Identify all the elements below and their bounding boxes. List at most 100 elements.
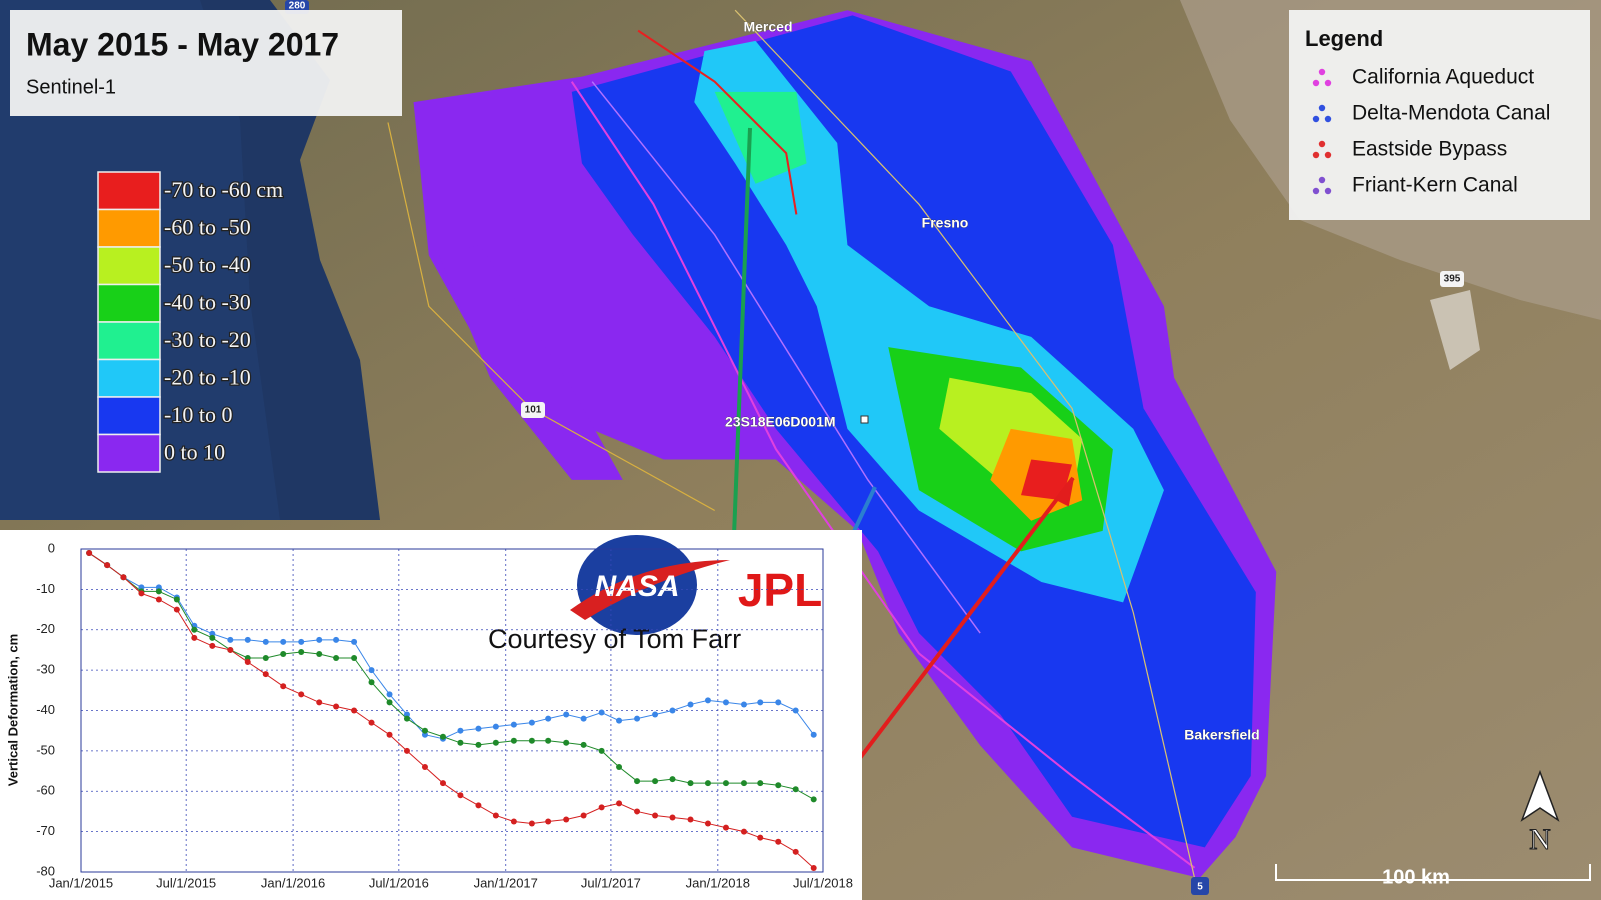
- data-point: [704, 697, 711, 704]
- shield: 280: [289, 1, 306, 12]
- data-point: [580, 812, 587, 819]
- data-point: [528, 737, 535, 744]
- data-point: [598, 804, 605, 811]
- y-tick-label: -50: [36, 742, 55, 757]
- data-point: [810, 796, 817, 803]
- data-point: [262, 671, 269, 678]
- data-point: [333, 703, 340, 710]
- scale-bar-label: 100 km: [1382, 866, 1450, 888]
- data-point: [687, 701, 694, 708]
- data-point: [403, 747, 410, 754]
- data-point: [616, 717, 623, 724]
- scale-label: -50 to -40: [164, 252, 251, 277]
- north-label: N: [1529, 823, 1551, 856]
- data-point: [492, 812, 499, 819]
- data-point: [155, 588, 162, 595]
- shield: 5: [1197, 882, 1203, 893]
- jpl-text: JPL: [738, 564, 822, 616]
- data-point: [244, 636, 251, 643]
- data-point: [173, 606, 180, 613]
- data-point: [244, 659, 251, 666]
- data-point: [298, 691, 305, 698]
- data-point: [722, 699, 729, 706]
- data-point: [757, 780, 764, 787]
- data-point: [616, 764, 623, 771]
- data-point: [510, 818, 517, 825]
- data-point: [652, 812, 659, 819]
- data-point: [316, 650, 323, 657]
- data-point: [439, 780, 446, 787]
- scale-label: 0 to 10: [164, 440, 225, 465]
- y-tick-label: -10: [36, 581, 55, 596]
- x-tick-label: Jul/1/2016: [369, 875, 429, 890]
- data-point: [280, 638, 287, 645]
- data-point: [563, 739, 570, 746]
- data-point: [386, 691, 393, 698]
- data-point: [155, 596, 162, 603]
- data-point: [652, 778, 659, 785]
- title-box: May 2015 - May 2017 Sentinel-1: [10, 10, 402, 116]
- data-point: [510, 721, 517, 728]
- legend-dot: [1312, 79, 1320, 87]
- credit: Courtesy of Tom Farr: [488, 624, 741, 654]
- data-point: [316, 699, 323, 706]
- legend-dot: [1324, 115, 1332, 123]
- data-point: [792, 848, 799, 855]
- data-point: [616, 800, 623, 807]
- data-point: [280, 683, 287, 690]
- legend-label: Eastside Bypass: [1352, 138, 1507, 161]
- data-point: [722, 780, 729, 787]
- data-point: [528, 719, 535, 726]
- data-point: [634, 715, 641, 722]
- data-point: [475, 802, 482, 809]
- map-subtitle: Sentinel-1: [26, 76, 116, 98]
- shield: 101: [525, 405, 542, 416]
- place-label: Merced: [743, 19, 792, 35]
- scale-label: -40 to -30: [164, 290, 251, 315]
- data-point: [634, 778, 641, 785]
- color-scale: -70 to -60 cm -60 to -50 -50 to -40 -40 to …: [97, 171, 284, 473]
- y-tick-label: 0: [48, 540, 55, 555]
- legend-icon: [1312, 176, 1332, 195]
- scale-label: -30 to -20: [164, 327, 251, 352]
- data-point: [563, 816, 570, 823]
- data-point: [191, 626, 198, 633]
- place-label: Bakersfield: [1184, 727, 1259, 743]
- data-point: [687, 780, 694, 787]
- y-tick-label: -20: [36, 621, 55, 636]
- data-point: [368, 679, 375, 686]
- data-point: [421, 727, 428, 734]
- legend-icon: [1312, 68, 1332, 87]
- data-point: [351, 638, 358, 645]
- x-tick-label: Jan/1/2018: [686, 875, 750, 890]
- data-point: [740, 828, 747, 835]
- y-tick-label: -30: [36, 662, 55, 677]
- data-point: [138, 590, 145, 597]
- data-point: [298, 648, 305, 655]
- y-tick-label: -60: [36, 783, 55, 798]
- data-point: [669, 814, 676, 821]
- data-point: [386, 699, 393, 706]
- data-point: [528, 820, 535, 827]
- y-tick-label: -80: [36, 863, 55, 878]
- legend: Legend California Aqueduct Delta-Mendota …: [1289, 10, 1590, 220]
- scale-swatch: [97, 208, 161, 248]
- well-label: 23S18E06D001M: [725, 414, 836, 430]
- data-point: [351, 655, 358, 662]
- legend-dot: [1318, 68, 1326, 76]
- scale-swatch: [97, 358, 161, 398]
- legend-label: Delta-Mendota Canal: [1352, 102, 1550, 125]
- data-point: [545, 715, 552, 722]
- data-point: [475, 741, 482, 748]
- legend-dot: [1324, 151, 1332, 159]
- data-point: [792, 707, 799, 714]
- data-point: [227, 646, 234, 653]
- legend-title: Legend: [1305, 26, 1383, 51]
- data-point: [209, 642, 216, 649]
- scale-bar: 100 km: [1275, 864, 1591, 888]
- data-point: [439, 733, 446, 740]
- nasa-logo: NASA JPL: [570, 535, 822, 635]
- data-point: [262, 655, 269, 662]
- data-point: [545, 818, 552, 825]
